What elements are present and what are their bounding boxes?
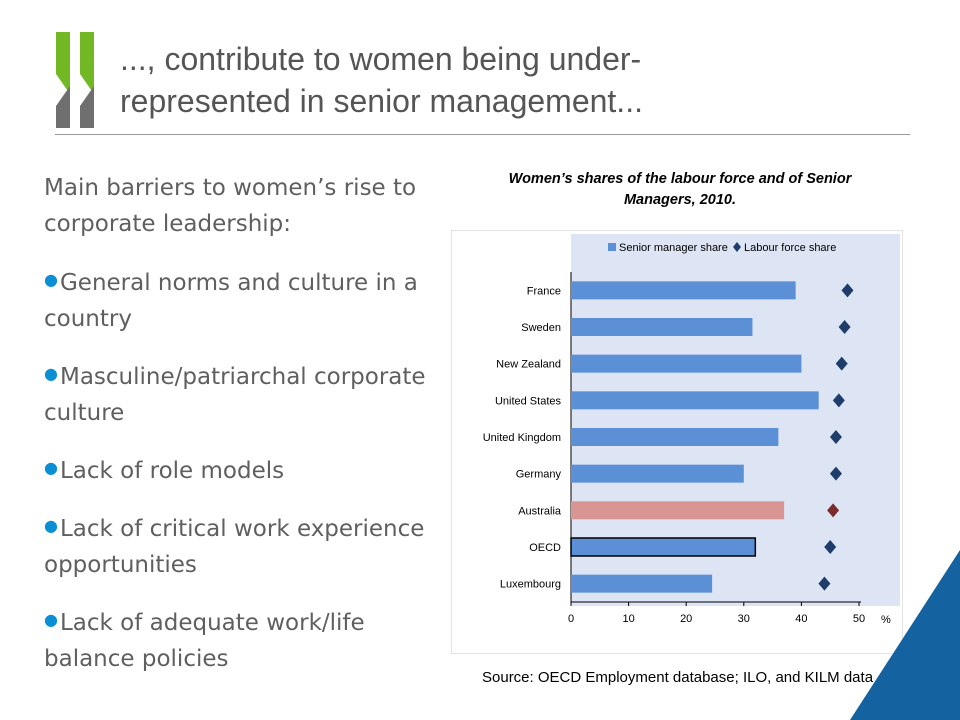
barrier-item: ●General norms and culture in a country [44, 262, 434, 337]
barriers-intro: Main barriers to women’s rise to corpora… [44, 175, 417, 237]
senior-manager-bar [571, 428, 779, 446]
x-tick-label: 10 [622, 613, 634, 625]
category-label: France [527, 285, 561, 297]
category-label: Sweden [521, 322, 561, 334]
barrier-item-text: Lack of role models [59, 458, 285, 484]
category-label: United States [495, 395, 562, 407]
category-label: Australia [518, 505, 562, 517]
category-label: New Zealand [496, 359, 561, 371]
slide-title: ..., contribute to women being under- re… [120, 38, 920, 122]
senior-manager-bar [571, 318, 753, 336]
legend-label-labour: Labour force share [744, 242, 836, 254]
x-tick-label: 50 [853, 613, 865, 625]
labour-force-diamond [827, 503, 840, 518]
bullet-dot-icon: ● [44, 458, 58, 477]
logo-green-stripe [80, 32, 94, 94]
labour-force-diamond [818, 576, 831, 591]
barrier-item: ●Lack of adequate work/life balance poli… [44, 602, 434, 677]
barrier-item: ●Lack of critical work experience opport… [44, 508, 434, 583]
barrier-item-text: General norms and culture in a country [44, 270, 418, 332]
x-tick-label: 20 [680, 613, 692, 625]
legend-swatch-diamond-icon [733, 242, 741, 252]
chart-legend: Senior manager share Labour force share [608, 242, 836, 254]
barrier-item-text: Lack of adequate work/life balance polic… [44, 610, 365, 672]
barriers-text-block: Main barriers to women’s rise to corpora… [44, 170, 434, 696]
category-label: OECD [529, 542, 561, 554]
chart-source: Source: OECD Employment database; ILO, a… [482, 669, 874, 686]
bullet-dot-icon: ● [44, 516, 58, 535]
senior-manager-bar [571, 464, 744, 483]
labour-force-diamond [832, 393, 845, 408]
senior-manager-bar [570, 537, 757, 557]
legend-swatch-bar [608, 243, 616, 251]
category-label: United Kingdom [483, 432, 561, 444]
x-tick-label: 30 [738, 613, 750, 625]
x-tick-label: 0 [568, 613, 574, 625]
logo-grey-stripe [56, 86, 70, 128]
senior-manager-bar [571, 281, 796, 300]
legend-label-senior: Senior manager share [619, 242, 728, 254]
barrier-item: ●Lack of role models [44, 450, 434, 489]
x-tick-label: 40 [795, 613, 807, 625]
category-label: Germany [516, 469, 562, 481]
senior-manager-bar [571, 354, 802, 373]
bullet-dot-icon: ● [44, 270, 58, 289]
corner-triangle-decoration [850, 550, 960, 720]
category-label: Luxembourg [500, 579, 561, 591]
title-divider [55, 134, 910, 135]
barrier-item: ●Masculine/patriarchal corporate culture [44, 356, 434, 431]
labour-force-diamond [835, 356, 848, 371]
bullet-dot-icon: ● [44, 364, 58, 383]
labour-force-diamond [841, 283, 854, 298]
slide-title-line-2: represented in senior management... [120, 83, 643, 119]
logo-green-stripe [56, 32, 70, 94]
labour-force-diamond [838, 320, 851, 334]
senior-manager-bar [571, 501, 785, 520]
oecd-chevron-logo-icon [56, 32, 94, 128]
barrier-item-text: Masculine/patriarchal corporate culture [44, 364, 426, 426]
barriers-list: ●General norms and culture in a country … [44, 262, 434, 677]
bar-chart: Senior manager share Labour force share … [451, 230, 903, 654]
chart-title: Women’s shares of the labour force and o… [508, 171, 852, 208]
barrier-item-text: Lack of critical work experience opportu… [44, 516, 425, 578]
labour-force-diamond [829, 466, 842, 481]
labour-force-diamond [824, 540, 837, 554]
x-unit-label: % [881, 614, 891, 626]
bullet-dot-icon: ● [44, 610, 58, 629]
logo-grey-stripe [80, 86, 94, 128]
senior-manager-bar [571, 574, 713, 593]
senior-manager-bar [571, 391, 819, 410]
labour-force-diamond [829, 430, 842, 444]
slide-title-line-1: ..., contribute to women being under- [120, 41, 642, 77]
